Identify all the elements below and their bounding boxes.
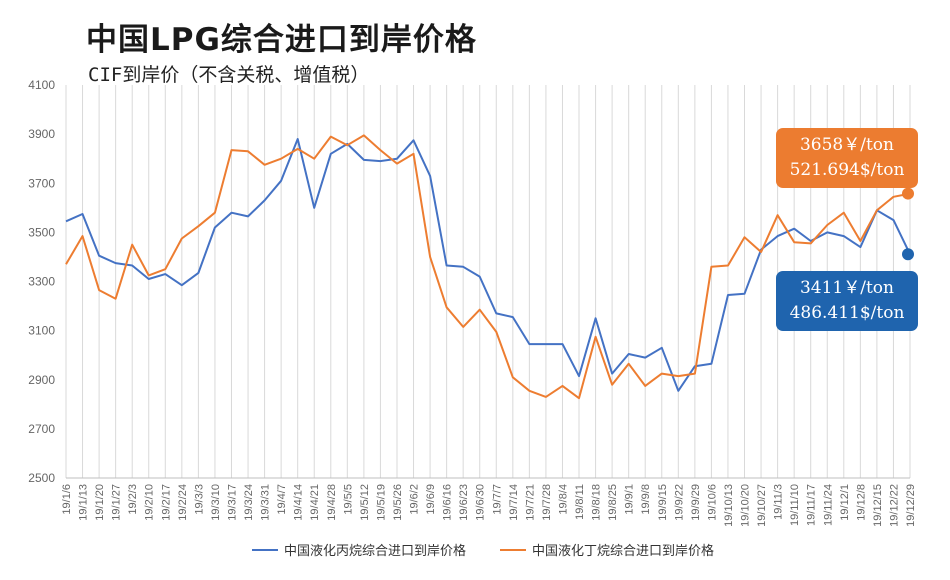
x-tick-label: 19/11/24 <box>822 484 834 526</box>
x-tick-label: 19/11/17 <box>806 484 818 526</box>
propane-price-callout: 3411￥/ton 486.411$/ton <box>776 271 918 331</box>
x-axis-ticks: 19/1/6 19/1/13 19/1/20 19/1/27 19/2/3 19/2/10… <box>61 484 917 527</box>
x-tick-label: 19/9/22 <box>673 484 685 521</box>
x-tick-label: 19/2/24 <box>177 484 189 521</box>
y-tick-label: 3500 <box>28 225 55 239</box>
x-tick-label: 19/5/5 <box>342 484 354 515</box>
propane-usd-price: 486.411$/ton <box>789 303 905 323</box>
x-tick-label: 19/4/7 <box>276 484 288 515</box>
x-tick-label: 19/10/27 <box>756 484 768 527</box>
x-tick-label: 19/4/14 <box>293 484 305 521</box>
x-tick-label: 19/9/8 <box>640 484 652 515</box>
x-tick-label: 19/8/25 <box>607 484 619 521</box>
y-tick-label: 3700 <box>28 176 55 190</box>
series-lines <box>65 134 911 400</box>
legend-item-propane: 中国液化丙烷综合进口到岸价格 <box>252 540 466 559</box>
x-tick-label: 19/7/7 <box>491 484 503 515</box>
x-tick-label: 19/3/31 <box>260 484 272 521</box>
x-tick-label: 19/8/18 <box>591 484 603 521</box>
chart-subtitle: CIF到岸价（不含关税、增值税） <box>88 64 370 86</box>
legend-swatch-propane <box>252 548 278 551</box>
y-tick-label: 2500 <box>28 471 55 485</box>
x-tick-label: 19/5/12 <box>359 484 371 521</box>
x-tick-label: 19/2/17 <box>160 484 172 521</box>
x-tick-label: 19/12/15 <box>872 484 884 527</box>
y-tick-label: 2700 <box>28 422 55 436</box>
x-tick-label: 19/5/26 <box>392 484 404 521</box>
legend-item-butane: 中国液化丁烷综合进口到岸价格 <box>500 540 714 559</box>
butane-cny-price: 3658￥/ton <box>799 135 894 155</box>
x-tick-label: 19/2/10 <box>144 484 156 521</box>
x-tick-label: 19/12/22 <box>888 484 900 527</box>
y-tick-label: 3100 <box>28 324 55 338</box>
x-tick-label: 19/10/20 <box>740 484 752 527</box>
butane-usd-price: 521.694$/ton <box>789 160 905 180</box>
x-tick-label: 19/9/29 <box>690 484 702 521</box>
x-tick-label: 19/1/27 <box>111 484 123 521</box>
x-tick-label: 19/6/2 <box>409 484 421 515</box>
x-tick-label: 19/1/13 <box>78 484 90 521</box>
x-tick-label: 19/6/23 <box>458 484 470 521</box>
x-tick-label: 19/12/8 <box>855 484 867 521</box>
end-markers <box>902 187 914 261</box>
y-tick-label: 4100 <box>28 78 55 92</box>
x-tick-label: 19/7/28 <box>541 484 553 521</box>
x-tick-label: 19/3/10 <box>210 484 222 521</box>
y-tick-label: 3900 <box>28 127 55 141</box>
x-tick-label: 19/3/17 <box>226 484 238 521</box>
x-tick-label: 19/10/13 <box>723 484 735 527</box>
legend-label-butane: 中国液化丁烷综合进口到岸价格 <box>532 544 715 559</box>
x-tick-label: 19/8/4 <box>557 484 569 515</box>
legend-label-propane: 中国液化丙烷综合进口到岸价格 <box>284 544 467 559</box>
legend: 中国液化丙烷综合进口到岸价格 中国液化丁烷综合进口到岸价格 <box>252 540 714 559</box>
x-tick-label: 19/10/6 <box>706 484 718 521</box>
y-tick-label: 2900 <box>28 373 55 387</box>
x-tick-label: 19/7/14 <box>508 484 520 521</box>
x-tick-label: 19/9/1 <box>624 484 636 515</box>
series-line-propane <box>65 138 911 392</box>
x-tick-label: 19/12/1 <box>839 484 851 521</box>
end-marker-propane <box>902 248 914 261</box>
x-tick-label: 19/6/30 <box>475 484 487 521</box>
series-line-butane <box>65 134 911 400</box>
y-axis-ticks: 2500 2700 2900 3100 3300 3500 3700 3900 4100 <box>28 78 55 485</box>
x-tick-label: 19/1/20 <box>94 484 106 521</box>
x-tick-label: 19/11/10 <box>789 484 801 526</box>
x-tick-label: 19/3/24 <box>243 484 255 521</box>
x-tick-label: 19/12/29 <box>905 484 917 527</box>
x-tick-label: 19/4/28 <box>326 484 338 521</box>
x-tick-label: 19/8/11 <box>574 484 586 520</box>
x-tick-label: 19/5/19 <box>375 484 387 521</box>
x-tick-label: 19/4/21 <box>309 484 321 521</box>
x-tick-label: 19/7/21 <box>524 484 536 521</box>
x-tick-label: 19/9/15 <box>657 484 669 521</box>
x-tick-label: 19/1/6 <box>61 484 73 515</box>
chart-title: 中国LPG综合进口到岸价格 <box>86 22 477 58</box>
x-tick-label: 19/6/9 <box>425 484 437 515</box>
x-tick-label: 19/6/16 <box>442 484 454 521</box>
x-tick-label: 19/3/3 <box>193 484 205 515</box>
y-tick-label: 3300 <box>28 275 55 289</box>
butane-price-callout: 3658￥/ton 521.694$/ton <box>776 128 918 188</box>
x-tick-label: 19/11/3 <box>773 484 785 520</box>
end-marker-butane <box>902 187 914 200</box>
x-tick-label: 19/2/3 <box>127 484 139 515</box>
legend-swatch-butane <box>500 548 527 551</box>
propane-cny-price: 3411￥/ton <box>799 278 894 298</box>
